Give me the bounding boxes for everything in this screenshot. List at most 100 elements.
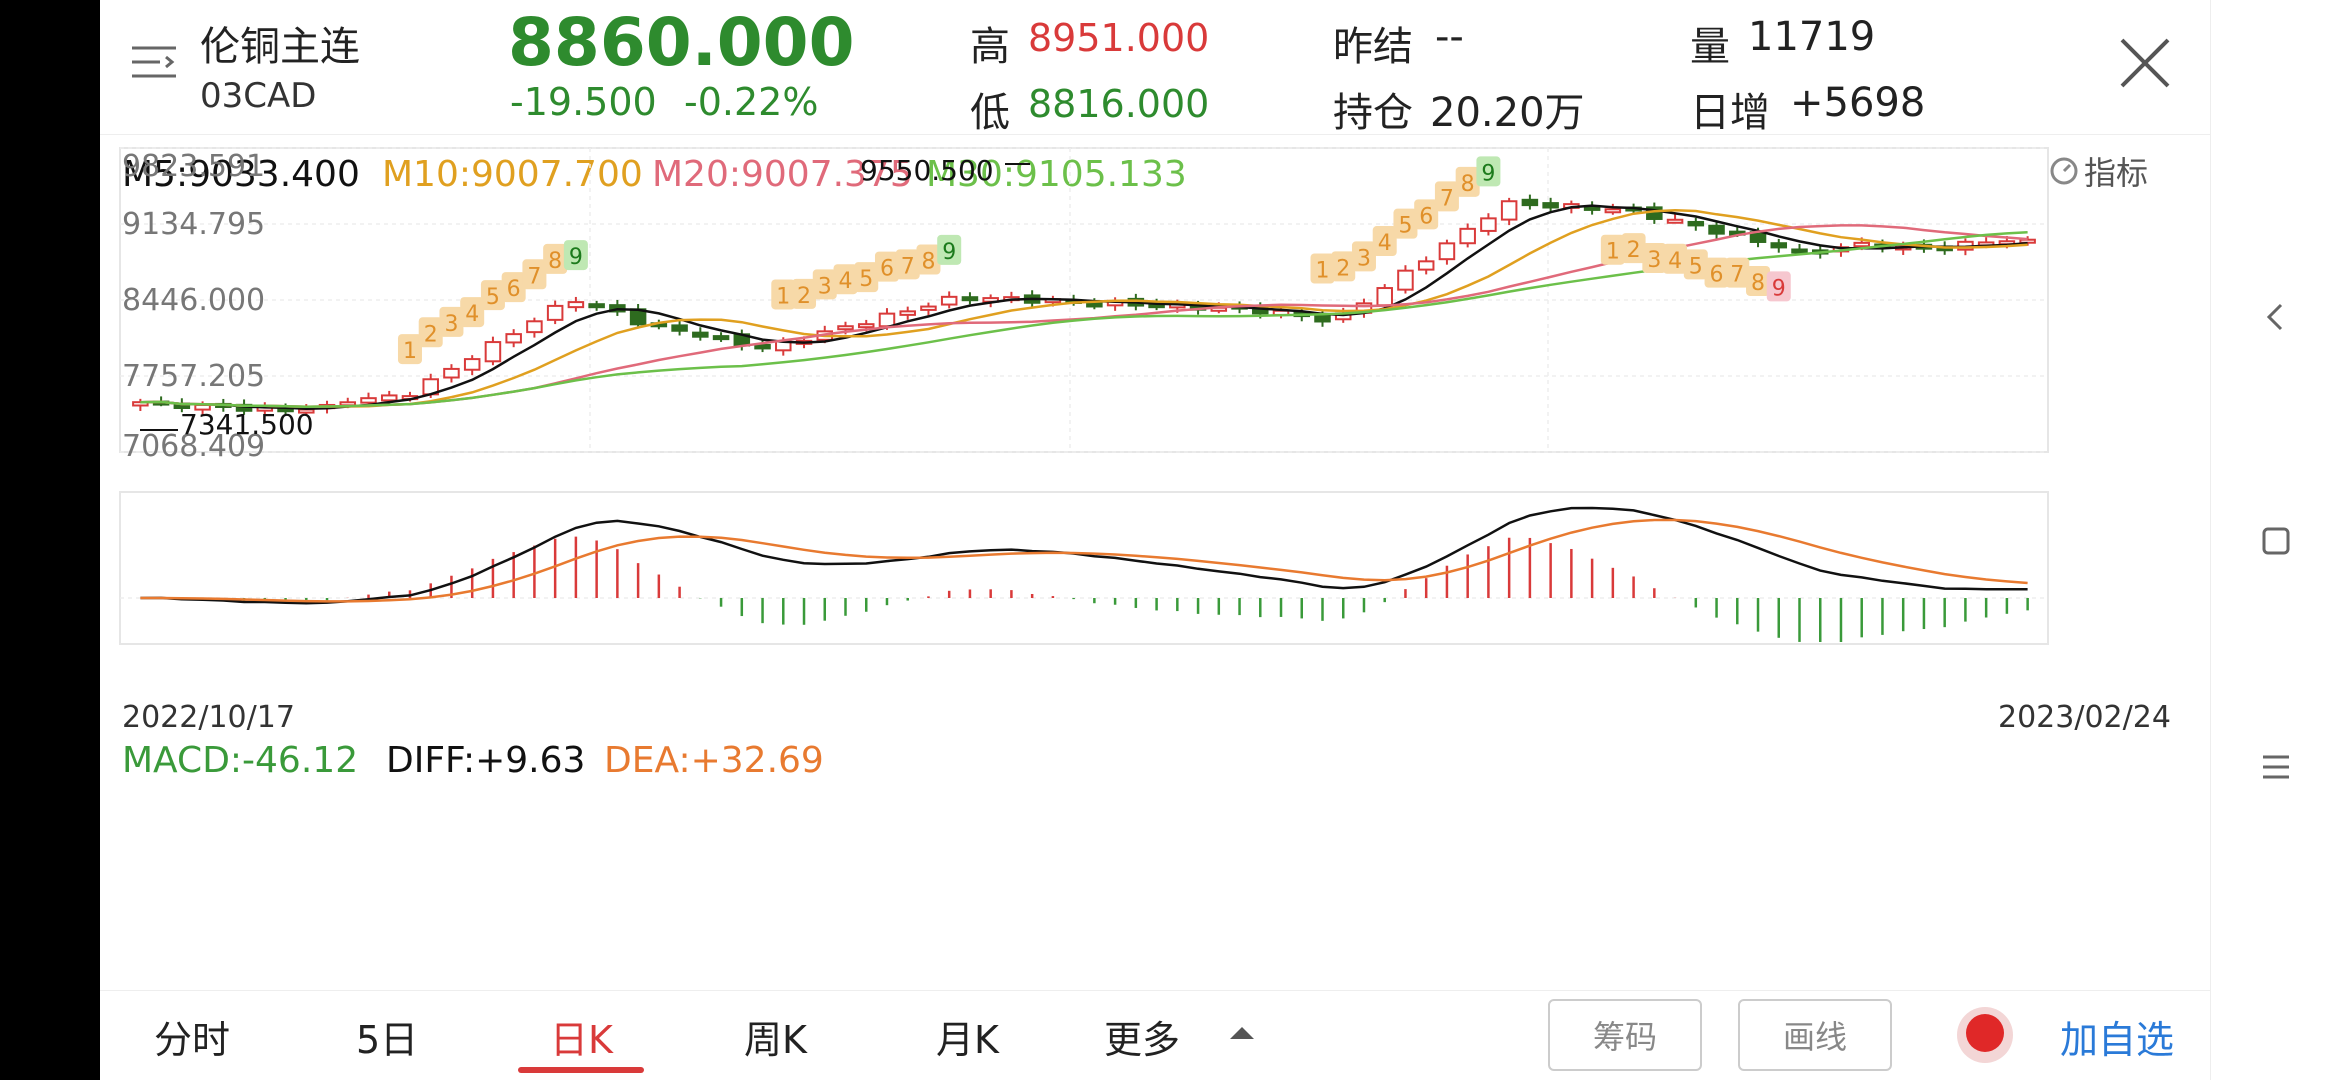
ma20-legend: M20:9007.375 (652, 154, 913, 195)
back-icon[interactable] (2261, 302, 2291, 332)
td-count-badge: 5 (1689, 254, 1703, 279)
candle-body (360, 397, 377, 404)
price-tick-label: 8446.000 (122, 283, 265, 318)
td-count-badge: 1 (1606, 240, 1620, 265)
candle-body (1438, 242, 1456, 261)
price-tick-label: 7068.409 (122, 429, 265, 464)
indicator-label: 指标 (2084, 154, 2149, 192)
candle-body (1500, 200, 1518, 221)
td-count-badge: 6 (1419, 204, 1433, 229)
draw-line-button[interactable]: 画线 (1738, 999, 1892, 1071)
td-count-badge: 8 (1751, 271, 1765, 296)
td-count-badge-bg (1331, 251, 1356, 282)
kline-chart-area[interactable]: M5:9033.400 M10:9007.700 M20:9007.375 M3… (100, 134, 2210, 990)
diff-line (140, 506, 2028, 605)
tab-weekly-k[interactable]: 周K (744, 1018, 807, 1062)
period-tab-bar: 分时 5日 日K 周K 月K 更多 筹码 画线 加自选 (100, 990, 2210, 1080)
last-price: 8860.000 (508, 4, 855, 81)
td-count-badge-bg (1766, 271, 1791, 302)
high-annotation: 9550.500 (860, 154, 994, 187)
td-count-badge: 8 (1461, 172, 1475, 197)
td-count-badge-bg (480, 280, 505, 311)
high-label: 高 (970, 24, 1010, 70)
record-dot-icon[interactable] (1955, 1005, 2015, 1065)
tab-daily-k[interactable]: 日K (550, 1018, 613, 1062)
low-label: 低 (970, 90, 1010, 136)
td-count-badge-bg (418, 317, 443, 348)
td-count-badge: 9 (1772, 276, 1786, 301)
td-count-badge-bg (1683, 249, 1708, 280)
td-count-badge: 5 (486, 285, 500, 310)
td-count-badge-bg (1372, 226, 1397, 257)
td-count-badge: 7 (1440, 186, 1454, 211)
td-count-badge-bg (1310, 253, 1335, 284)
td-count-badge-bg (895, 249, 920, 280)
kline-svg[interactable]: 9823.591 9134.795 8446.000 7757.205 7068.409… (100, 134, 2210, 990)
price-tick-label: 7757.205 (122, 359, 265, 394)
td-count-badge: 2 (424, 322, 438, 347)
candle-body (1708, 224, 1725, 235)
recents-icon[interactable] (2261, 752, 2291, 782)
td-count-badge: 7 (527, 264, 541, 289)
td-count-badge-bg (833, 264, 858, 295)
daily-increase-label: 日增 (1690, 90, 1770, 136)
td-count-badge-bg (1351, 241, 1376, 272)
candle-body (505, 333, 522, 344)
td-count-badge-bg (1455, 166, 1480, 197)
volume-value: 11719 (1748, 14, 1876, 60)
add-watchlist-button[interactable]: 加自选 (2060, 1018, 2175, 1062)
tab-more[interactable]: 更多 (1104, 1018, 1181, 1062)
system-nav-bar (2210, 0, 2340, 1080)
td-count-badge-bg (1663, 243, 1688, 274)
td-count-badge: 7 (901, 254, 915, 279)
tab-intraday[interactable]: 分时 (154, 1018, 231, 1062)
date-start: 2022/10/17 (122, 700, 295, 735)
candle-body (1853, 241, 1870, 248)
menu-icon[interactable] (130, 42, 178, 82)
td-count-badge: 9 (1481, 161, 1495, 186)
td-count-badge: 1 (403, 339, 417, 364)
indicator-button[interactable]: 指标 (2048, 148, 2148, 194)
td-count-badge-bg (1600, 234, 1625, 265)
high-value: 8951.000 (1028, 16, 1210, 60)
candle-body (1459, 227, 1476, 245)
macd-legend: MACD:-46.12 (122, 740, 359, 781)
candle-body (1770, 242, 1788, 249)
td-count-badge-bg (543, 243, 568, 274)
td-count-badge-bg (916, 244, 941, 275)
td-count-badge-bg (812, 269, 837, 300)
td-count-badge: 7 (1730, 263, 1744, 288)
td-count-badge: 3 (1647, 248, 1661, 273)
close-icon[interactable] (2118, 36, 2172, 90)
triangle-up-icon[interactable] (1230, 1027, 1254, 1039)
dea-legend: DEA:+32.69 (604, 740, 824, 781)
app-window: 伦铜主连 03CAD 8860.000 -19.500 -0.22% 高 895… (100, 0, 2210, 1080)
dea-line (140, 518, 2028, 603)
td-count-badge-bg (1434, 181, 1459, 212)
candle-body (1480, 217, 1497, 232)
tab-5day[interactable]: 5日 (356, 1018, 419, 1062)
td-count-badge-bg (1414, 199, 1439, 230)
td-count-badge-bg (439, 306, 464, 337)
chip-button[interactable]: 筹码 (1548, 999, 1702, 1071)
td-count-badge-bg (501, 272, 526, 303)
candle-body (1314, 314, 1331, 323)
td-count-badge-bg (522, 259, 547, 290)
candle-body (443, 367, 460, 379)
candle-body (546, 304, 564, 321)
candle-body (1521, 198, 1539, 207)
tab-monthly-k[interactable]: 月K (936, 1018, 999, 1062)
td-count-badge-bg (1725, 257, 1750, 288)
home-icon[interactable] (2261, 526, 2291, 556)
volume-label: 量 (1690, 24, 1730, 70)
candle-body (1397, 269, 1414, 291)
td-count-badge: 6 (880, 257, 894, 282)
date-end: 2023/02/24 (1998, 700, 2171, 735)
settle-value: -- (1435, 14, 1464, 60)
td-count-badge: 1 (1316, 259, 1330, 284)
candle-body (961, 296, 979, 302)
candle-body (878, 312, 896, 328)
candle-body (1604, 208, 1622, 214)
candle-body (1542, 202, 1559, 209)
td-count-badge-bg (1642, 242, 1667, 273)
